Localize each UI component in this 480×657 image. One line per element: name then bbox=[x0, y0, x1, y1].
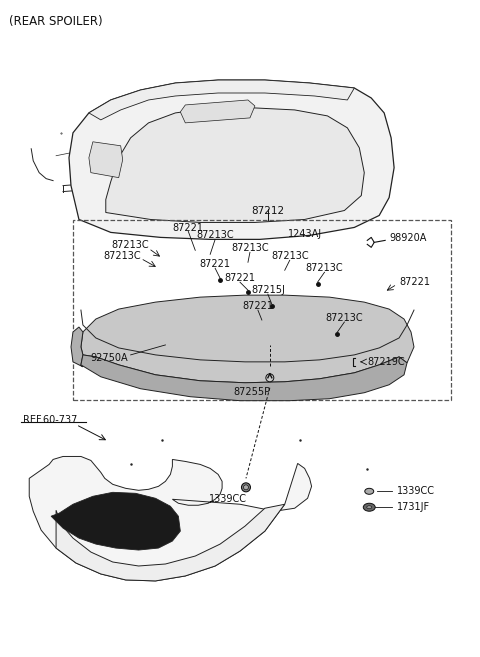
Text: 87215J: 87215J bbox=[251, 285, 285, 295]
Polygon shape bbox=[81, 355, 407, 401]
Ellipse shape bbox=[212, 171, 238, 186]
Text: 87213C: 87213C bbox=[112, 240, 149, 250]
Text: 92750A: 92750A bbox=[90, 353, 128, 363]
Text: 98920A: 98920A bbox=[389, 233, 427, 243]
Text: 1339CC: 1339CC bbox=[397, 486, 435, 496]
Ellipse shape bbox=[266, 374, 274, 382]
Polygon shape bbox=[29, 457, 312, 581]
Polygon shape bbox=[81, 295, 414, 383]
Text: 87221: 87221 bbox=[200, 260, 231, 269]
Ellipse shape bbox=[367, 506, 372, 509]
Polygon shape bbox=[69, 80, 394, 239]
Ellipse shape bbox=[243, 485, 249, 490]
Polygon shape bbox=[71, 327, 83, 367]
Ellipse shape bbox=[104, 173, 147, 198]
Polygon shape bbox=[56, 505, 285, 581]
Ellipse shape bbox=[365, 488, 374, 494]
Text: 87219C: 87219C bbox=[367, 357, 405, 367]
Ellipse shape bbox=[241, 483, 251, 492]
Text: 87213C: 87213C bbox=[306, 263, 343, 273]
Text: 87213C: 87213C bbox=[231, 243, 269, 254]
Text: 87213C: 87213C bbox=[196, 231, 234, 240]
Polygon shape bbox=[51, 492, 180, 550]
Text: 1243AJ: 1243AJ bbox=[288, 229, 322, 239]
Text: 87213C: 87213C bbox=[104, 252, 142, 261]
Text: 87213C: 87213C bbox=[325, 313, 363, 323]
Polygon shape bbox=[106, 108, 364, 223]
Text: REF.60-737: REF.60-737 bbox=[23, 415, 78, 424]
Text: 87212: 87212 bbox=[251, 206, 285, 215]
Text: 1339CC: 1339CC bbox=[209, 494, 247, 505]
Text: 87255P: 87255P bbox=[233, 387, 271, 397]
Text: 1731JF: 1731JF bbox=[397, 502, 430, 512]
Text: 87221: 87221 bbox=[173, 223, 204, 233]
Text: (REAR SPOILER): (REAR SPOILER) bbox=[9, 15, 103, 28]
Text: 87221: 87221 bbox=[225, 273, 255, 283]
Polygon shape bbox=[89, 142, 123, 177]
Ellipse shape bbox=[363, 503, 375, 511]
Polygon shape bbox=[89, 80, 354, 120]
Ellipse shape bbox=[111, 178, 140, 193]
Text: 87213C: 87213C bbox=[271, 252, 309, 261]
Ellipse shape bbox=[205, 168, 245, 190]
Text: 87221: 87221 bbox=[399, 277, 430, 287]
Text: 87221: 87221 bbox=[242, 301, 274, 311]
Polygon shape bbox=[180, 100, 255, 123]
